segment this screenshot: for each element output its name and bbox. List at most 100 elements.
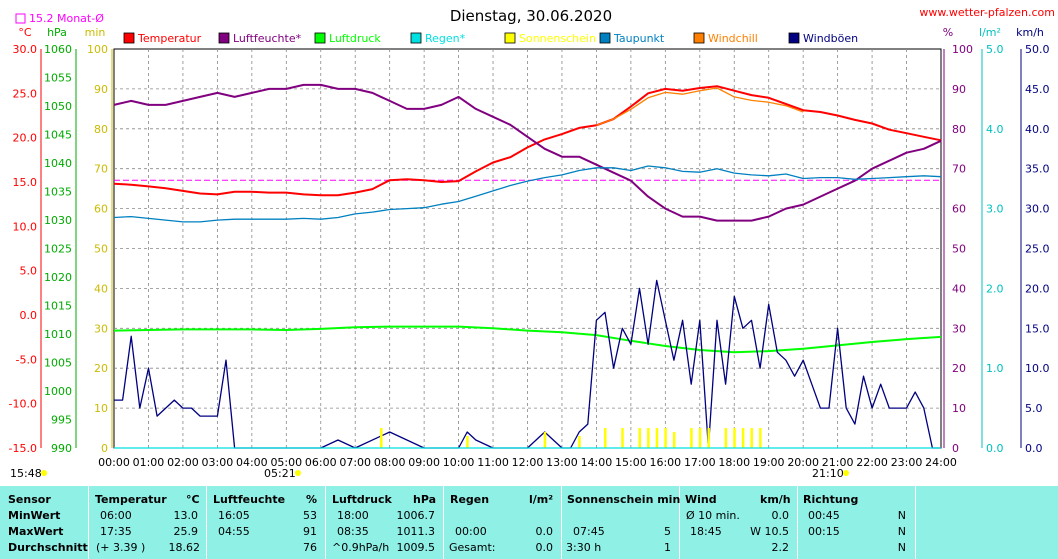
x-tick-label: 04:00	[236, 456, 268, 469]
unit-pct: %	[943, 26, 953, 39]
y-tick-label: 45.0	[1025, 83, 1050, 96]
avg-rain: 0.0	[535, 541, 554, 554]
sunshine-bar	[647, 428, 650, 448]
month-avg-label: 15.2 Monat-Ø	[29, 12, 104, 25]
y-tick-label: 50	[952, 243, 966, 256]
stats-divider	[206, 486, 207, 559]
header-wind-unit: km/h	[760, 493, 791, 506]
y-tick-label: 100	[952, 43, 973, 56]
y-tick-label: 40	[94, 282, 108, 295]
legend-label: Temperatur	[137, 32, 202, 45]
sunrise-label: 05:21	[264, 467, 296, 480]
sunshine-bar	[380, 428, 383, 448]
stats-divider	[88, 486, 89, 559]
legend-label: Luftfeuchte*	[233, 32, 302, 45]
y-tick-label: 990	[51, 442, 72, 455]
y-tick-label: -10.0	[9, 398, 37, 411]
min-dir-time: 00:45	[808, 509, 840, 522]
site-link[interactable]: www.wetter-pfalzen.com	[919, 6, 1055, 19]
y-tick-label: 25.0	[13, 87, 38, 100]
y-tick-label: 1025	[44, 243, 72, 256]
y-tick-label: 10.0	[1025, 362, 1050, 375]
header-hum-unit: %	[306, 493, 318, 506]
header-sun: Sonnenschein min	[567, 493, 681, 506]
y-tick-label: 50	[94, 243, 108, 256]
y-tick-label: 90	[94, 83, 108, 96]
y-tick-label: 15.0	[1025, 322, 1050, 335]
y-tick-label: 1020	[44, 271, 72, 284]
avg-sun: 1	[664, 541, 671, 554]
header-sensor: Sensor	[8, 493, 51, 506]
weather-chart: Dienstag, 30.06.2020 www.wetter-pfalzen.…	[8, 6, 1055, 480]
legend-swatch	[123, 32, 135, 44]
x-tick-label: 00:00	[98, 456, 130, 469]
legend-swatch	[693, 32, 705, 44]
sunshine-bar	[750, 428, 753, 448]
y-tick-label: 0	[101, 442, 108, 455]
y-tick-label: 995	[51, 414, 72, 427]
header-rain-unit: l/m²	[529, 493, 554, 506]
y-tick-label: 3.0	[986, 203, 1004, 216]
legend-label: Regen*	[425, 32, 466, 45]
month-avg-icon	[15, 13, 26, 24]
y-tick-label: 40	[952, 282, 966, 295]
sunshine-bar	[759, 428, 762, 448]
avg-rain-label: Gesamt:	[449, 541, 496, 554]
x-tick-label: 05:00	[270, 456, 302, 469]
y-tick-label: 30	[952, 322, 966, 335]
series-taupunkt-line	[113, 165, 942, 223]
x-tick-label: 14:00	[581, 456, 613, 469]
header-dir: Richtung	[803, 493, 859, 506]
legend-label: Taupunkt	[613, 32, 665, 45]
x-tick-label: 21:00	[822, 456, 854, 469]
row-avg-label: Durchschnitt	[8, 541, 88, 554]
unit-temp: °C	[18, 26, 32, 39]
avg-sun-total: 3:30 h	[566, 541, 602, 554]
series-windchill-line	[596, 87, 804, 126]
max-rain: 0.0	[535, 525, 554, 538]
sunset-sun-icon	[843, 470, 849, 476]
avg-temp: 18.62	[168, 541, 201, 554]
y-tick-label: 1035	[44, 186, 72, 199]
avg-hum: 76	[303, 541, 317, 554]
x-tick-label: 18:00	[718, 456, 750, 469]
x-tick-label: 02:00	[167, 456, 199, 469]
header-temp: Temperatur	[95, 493, 167, 506]
series-luftfeuchte-line	[113, 83, 942, 222]
sunshine-bar	[604, 428, 607, 448]
y-tick-label: 100	[87, 43, 108, 56]
max-press: 1011.3	[396, 525, 436, 538]
legend-swatch	[410, 32, 422, 44]
sunshine-bar	[543, 432, 547, 448]
min-wind-label: Ø 10 min.	[686, 509, 740, 522]
y-tick-label: 30.0	[13, 43, 38, 56]
x-tick-label: 22:00	[856, 456, 888, 469]
y-tick-label: 0.0	[986, 442, 1004, 455]
y-tick-label: 30	[94, 322, 108, 335]
y-tick-label: 1055	[44, 72, 72, 85]
max-temp-time: 17:35	[100, 525, 132, 538]
x-tick-label: 24:00	[925, 456, 957, 469]
min-dir: N	[897, 509, 906, 522]
sunshine-bar	[655, 428, 659, 448]
header-temp-unit: °C	[186, 493, 200, 506]
min-temp-time: 06:00	[100, 509, 132, 522]
row-min-label: MinWert	[8, 509, 61, 522]
avg-wind: 2.2	[771, 541, 790, 554]
y-tick-label: 2.0	[986, 282, 1004, 295]
avg-temp-delta: (+ 3.39 )	[96, 541, 146, 554]
unit-min: min	[85, 26, 106, 39]
sunshine-bar	[724, 428, 728, 448]
y-tick-label: 1050	[44, 100, 72, 113]
stats-divider	[915, 486, 916, 559]
max-rain-time: 00:00	[455, 525, 487, 538]
sun-icon	[41, 470, 47, 476]
series-luftdruck-line	[113, 325, 942, 354]
y-tick-label: 35.0	[1025, 163, 1050, 176]
y-tick-label: 50.0	[1025, 43, 1050, 56]
sunshine-bar	[698, 428, 702, 448]
min-press-time: 18:00	[337, 509, 369, 522]
min-hum: 53	[303, 509, 317, 522]
max-press-time: 08:35	[337, 525, 369, 538]
max-temp: 25.9	[173, 525, 199, 538]
